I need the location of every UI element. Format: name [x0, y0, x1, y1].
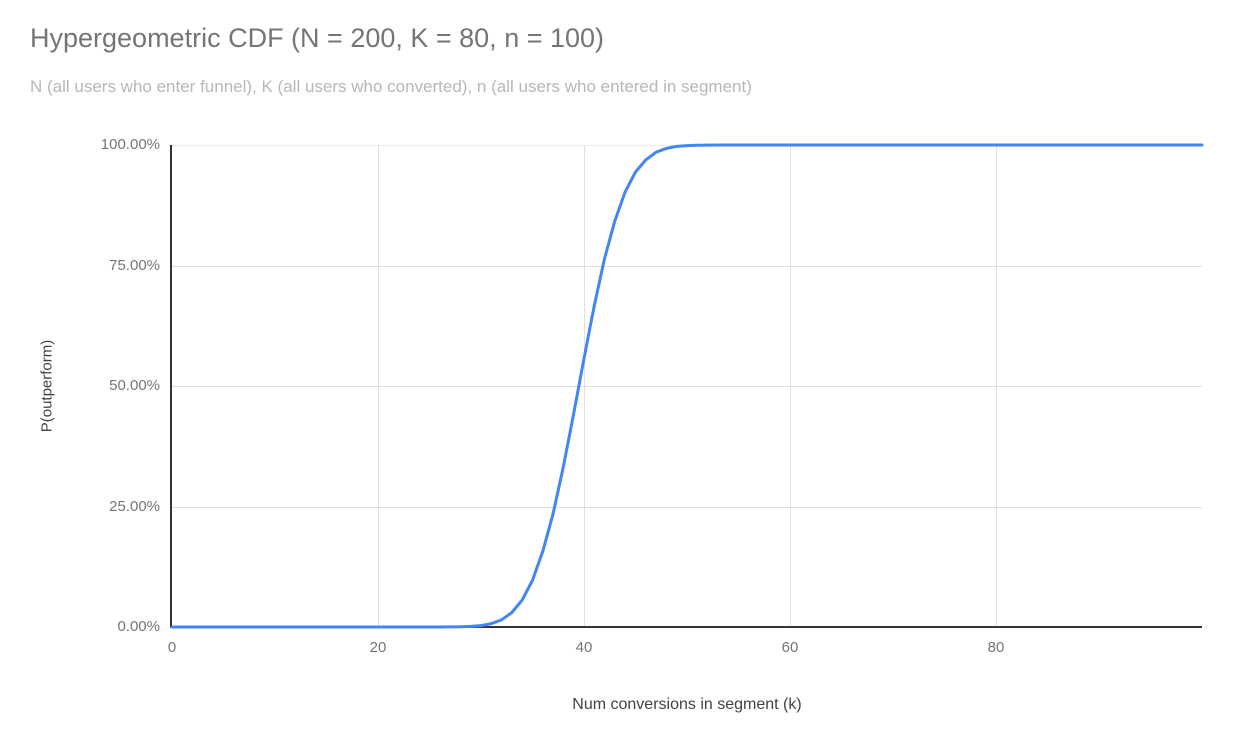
y-tick-label: 75.00%	[109, 256, 160, 274]
h-gridline	[172, 386, 1202, 387]
x-tick-label: 40	[575, 639, 593, 656]
cdf-curve	[170, 143, 1204, 629]
y-axis-title: P(outperform)	[38, 339, 56, 433]
h-gridline	[172, 506, 1202, 508]
x-axis-title: Num conversions in segment (k)	[572, 696, 802, 713]
x-axis-line	[170, 626, 1202, 628]
x-tick-label: 80	[987, 639, 1005, 656]
chart-subtitle: N (all users who enter funnel), K (all u…	[30, 77, 752, 96]
x-tick-label: 60	[781, 639, 799, 656]
y-axis-line	[170, 145, 172, 628]
y-tick-label: 25.00%	[109, 497, 160, 515]
x-tick-label: 20	[369, 639, 387, 656]
x-tick-label: 0	[167, 639, 177, 656]
chart-title: Hypergeometric CDF (N = 200, K = 80, n =…	[30, 23, 605, 53]
plot-area	[170, 143, 1204, 629]
h-gridline	[172, 265, 1202, 267]
cdf-curve-line	[170, 143, 1204, 629]
y-tick-label: 50.00%	[109, 377, 160, 394]
y-tick-label: 0.00%	[117, 618, 160, 635]
y-tick-label: 100.00%	[100, 136, 160, 153]
